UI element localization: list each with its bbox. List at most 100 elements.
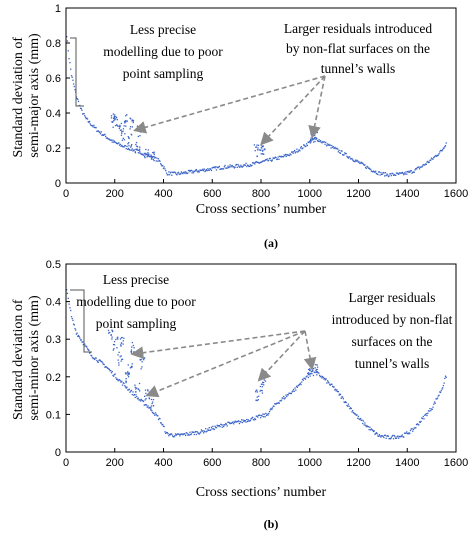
data-point <box>192 170 194 172</box>
outlier-point <box>135 387 138 389</box>
data-point <box>247 419 249 421</box>
outlier-point <box>119 129 122 131</box>
data-point <box>382 171 384 174</box>
data-point <box>319 375 321 378</box>
data-point <box>127 389 130 391</box>
outlier-point <box>143 359 145 361</box>
data-point <box>286 394 289 396</box>
outlier-point <box>309 368 311 370</box>
outlier-point <box>136 125 139 127</box>
data-point <box>91 125 94 127</box>
x-axis-label-a: Cross sections’ number <box>196 202 327 217</box>
outlier-point <box>260 383 263 385</box>
data-point <box>217 425 219 427</box>
data-point <box>70 316 73 318</box>
data-point <box>324 379 327 381</box>
outlier-point <box>113 115 116 117</box>
y-tick-label: 0.8 <box>46 38 61 50</box>
data-point <box>152 412 154 414</box>
data-point <box>359 162 362 164</box>
data-point <box>75 333 78 335</box>
data-point <box>387 435 389 437</box>
data-point <box>218 165 221 168</box>
data-point <box>166 432 168 434</box>
data-point <box>210 169 213 172</box>
annotation-right-a: Larger residuals introduced by non-flat s… <box>284 21 432 76</box>
data-point <box>153 155 155 158</box>
data-point <box>118 142 120 144</box>
data-point <box>204 431 206 433</box>
data-point <box>322 376 324 379</box>
data-point <box>128 148 130 151</box>
outlier-point <box>153 151 155 153</box>
data-point <box>66 40 69 42</box>
data-point <box>259 414 261 417</box>
data-point <box>439 391 442 394</box>
data-point <box>185 432 188 434</box>
x-tick-label: 1000 <box>298 457 322 469</box>
data-point <box>432 158 434 160</box>
data-point <box>103 363 105 366</box>
outlier-point <box>261 145 263 147</box>
data-point <box>194 170 196 172</box>
outlier-point <box>140 125 142 128</box>
data-point <box>74 327 76 330</box>
outlier-point <box>144 389 147 391</box>
data-point <box>205 169 207 172</box>
outlier-point <box>261 147 263 149</box>
data-point <box>322 141 325 143</box>
data-point <box>195 168 198 171</box>
data-point <box>262 160 264 162</box>
data-point <box>377 435 379 437</box>
data-point <box>184 433 186 435</box>
data-point <box>280 399 283 401</box>
data-point <box>385 437 387 439</box>
data-point <box>436 155 438 157</box>
data-point <box>178 173 180 175</box>
data-point <box>216 166 218 168</box>
x-tick-label: 1600 <box>444 188 468 200</box>
outlier-point <box>114 114 116 116</box>
data-point <box>182 172 184 175</box>
x-tick-label: 0 <box>63 457 69 469</box>
data-point <box>283 395 285 398</box>
data-point <box>397 435 399 437</box>
data-point <box>196 430 198 433</box>
outlier-point <box>262 381 265 384</box>
outlier-point <box>316 131 318 134</box>
data-point <box>225 167 227 169</box>
data-point <box>198 171 200 173</box>
outlier-point <box>137 388 139 390</box>
outlier-point <box>310 137 312 139</box>
data-point <box>367 166 369 168</box>
data-point <box>126 145 128 148</box>
data-point <box>145 404 148 406</box>
data-point <box>271 408 273 411</box>
outlier-point <box>131 119 134 121</box>
data-point <box>268 412 270 415</box>
data-point <box>257 416 259 418</box>
data-point <box>130 390 132 392</box>
data-point <box>235 421 237 423</box>
data-point <box>429 407 431 410</box>
outlier-point <box>111 121 113 123</box>
outlier-point <box>261 372 264 374</box>
data-point <box>310 371 313 373</box>
data-point <box>150 154 152 156</box>
outlier-point <box>125 115 127 117</box>
outlier-point <box>110 115 113 117</box>
data-point <box>129 149 131 151</box>
data-point <box>165 172 168 174</box>
data-point <box>180 433 183 435</box>
outlier-point <box>130 352 133 354</box>
data-point <box>420 420 422 423</box>
data-point <box>427 410 430 412</box>
data-point <box>339 152 341 154</box>
data-point <box>325 141 327 144</box>
outlier-point <box>130 133 132 135</box>
data-point <box>215 169 218 171</box>
data-point <box>313 371 315 373</box>
data-point <box>290 392 292 395</box>
data-point <box>102 134 105 137</box>
data-point <box>220 424 223 426</box>
